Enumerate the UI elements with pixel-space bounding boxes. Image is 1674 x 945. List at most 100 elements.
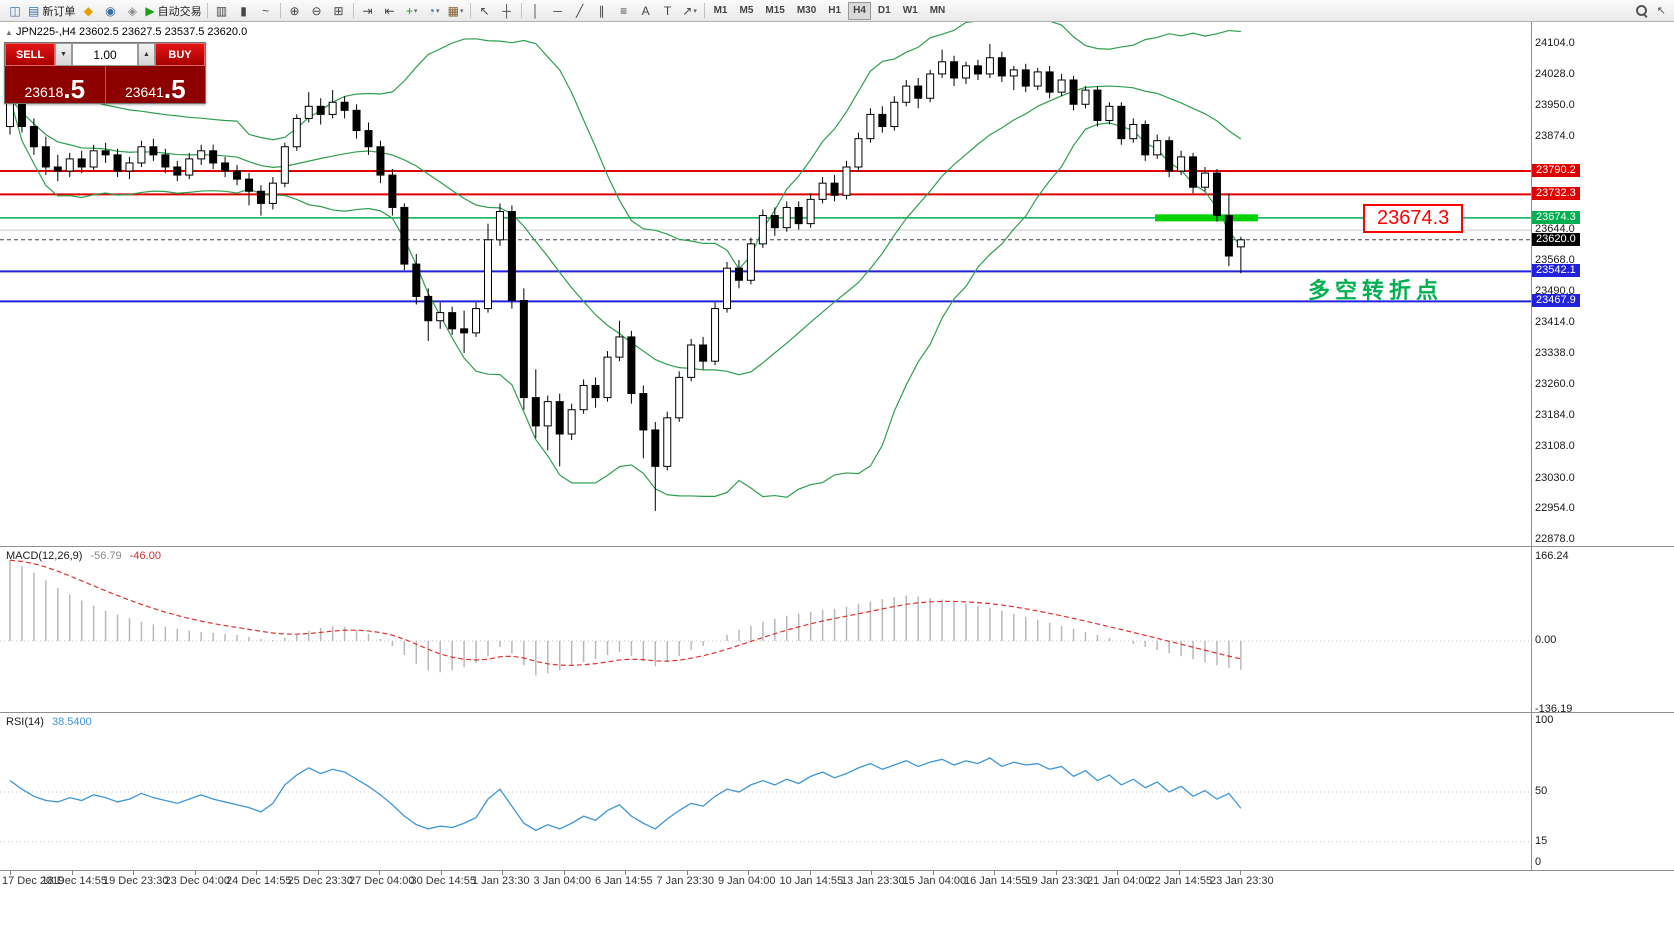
toolbar-separator [469,3,471,18]
volume-increase-button[interactable]: ▲ [138,43,155,66]
trendline-button[interactable]: ╱ [569,2,591,20]
time-axis-label: 9 Jan 04:00 [718,875,776,887]
price-axis-label: 23467.9 [1532,294,1580,308]
timeframe-m15[interactable]: M15 [765,5,785,16]
arrows-button[interactable]: ↗ ▾ [679,2,701,20]
time-axis-tick [994,871,995,875]
rsi-value: 38.5400 [51,716,92,728]
channel-icon: ∥ [598,3,605,18]
time-axis-tick [379,871,380,875]
bar-chart-button[interactable]: ▥ [211,2,233,20]
pane-separator[interactable] [0,546,1674,547]
time-axis-tick [502,871,503,875]
macd-axis-label: 0.00 [1535,634,1557,646]
time-axis-label: 21 Jan 04:00 [1087,875,1151,887]
periods-button[interactable]: ◔ ▾ [423,2,445,20]
timeframe-w1[interactable]: W1 [902,5,918,16]
chevron-down-icon: ▾ [413,7,418,15]
volume-decrease-button[interactable]: ▼ [55,43,72,66]
market-watch-button[interactable]: ◆ [77,2,99,20]
time-axis-tick [1117,871,1118,875]
timeframe-h1[interactable]: H1 [828,5,842,16]
auto-scroll-button[interactable]: ⇥ [357,2,379,20]
arrows-icon: ↗ [682,3,693,18]
chart-shift-button[interactable]: ⇤ [379,2,401,20]
templates-button[interactable]: ▦ ▾ [445,2,467,20]
pointer-icon[interactable]: ↖ [1656,5,1666,17]
price-axis-label: 23568.0 [1535,253,1575,266]
buy-price[interactable]: 23641 .5 [106,66,206,103]
collapse-chart-icon[interactable]: ▲ [5,28,13,37]
volume-input[interactable]: 1.00 [72,43,138,66]
sell-button[interactable]: SELL [5,43,55,66]
rsi-axis-label: 50 [1535,785,1548,797]
candlestick-chart-icon: ▮ [240,3,247,18]
text-button[interactable]: A [635,2,657,20]
time-axis-label: 6 Jan 14:55 [595,875,653,887]
cursor-button[interactable]: ↖ [474,2,496,20]
data-window-button[interactable]: ◉ [99,2,121,20]
autotrading-button-label: 自动交易 [157,5,202,18]
vertical-line-icon: │ [531,3,540,18]
price-axis-label: 23338.0 [1535,346,1575,359]
price-axis-label: 24028.0 [1535,67,1575,80]
bar-chart-icon: ▥ [215,3,228,18]
sell-price[interactable]: 23618 .5 [5,66,106,103]
macd-axis-label: 166.24 [1535,550,1569,563]
time-axis-tick [71,871,73,875]
time-axis-label: 25 Dec 23:30 [287,875,353,887]
vertical-line-button[interactable]: │ [525,2,547,20]
candlestick-chart-button[interactable]: ▮ [233,2,255,20]
rsi-axis-label: 15 [1535,834,1548,847]
timeframe-mn[interactable]: MN [929,5,946,16]
text-label-button[interactable]: T [657,2,679,20]
time-axis-tick [686,871,688,875]
time-axis-tick [625,871,626,875]
channel-button[interactable]: ∥ [591,2,613,20]
price-axis-label: 23030.0 [1535,471,1575,484]
fibonacci-button[interactable]: ≡ [613,2,635,20]
symbol-info: JPN225-,H4 23602.5 23627.5 23537.5 23620… [16,26,248,38]
timeframe-m1[interactable]: M1 [713,5,728,16]
zoom-in-button[interactable]: ⊕ [284,2,306,20]
horizontal-line-button[interactable]: ─ [547,2,569,20]
pane-separator[interactable] [0,712,1674,713]
price-axis-label: 23950.0 [1535,99,1575,112]
time-axis-tick [440,871,442,875]
buy-button[interactable]: BUY [155,43,205,66]
new-order-button[interactable]: ▤ 新订单 [26,2,77,20]
time-axis-tick [194,871,196,875]
toolbar-right-icons: ↖ [1635,4,1670,17]
timeframe-m5[interactable]: M5 [739,5,754,16]
timeframe-d1[interactable]: D1 [877,5,891,16]
crosshair-button[interactable]: ┼ [496,2,518,20]
rsi-indicator-canvas[interactable] [0,713,1531,870]
time-axis-tick [748,871,749,875]
autotrading-button[interactable]: ▶ 自动交易 [143,2,203,20]
new-chart-button[interactable]: ◫ [4,2,26,20]
zoom-in-icon: ⊕ [289,3,300,18]
timeframe-m30[interactable]: M30 [796,5,817,16]
price-axis-label: 23542.1 [1532,264,1580,278]
navigator-button[interactable]: ◈ [121,2,143,20]
tile-windows-button[interactable]: ⊞ [328,2,350,20]
indicators-button[interactable]: + ▾ [401,2,423,20]
chevron-down-icon: ▾ [435,7,440,15]
zoom-out-button[interactable]: ⊖ [306,2,328,20]
toolbar-separator [703,3,705,18]
time-axis-tick [871,871,872,875]
time-axis-label: 18 Dec 14:55 [41,875,107,887]
time-axis-label: 7 Jan 23:30 [656,875,715,887]
time-axis-tick [317,871,319,875]
auto-scroll-icon: ⇥ [362,3,373,18]
time-axis-label: 10 Jan 14:55 [779,875,844,887]
macd-indicator-canvas[interactable] [0,547,1531,712]
search-icon[interactable] [1635,4,1648,17]
rsi-axis-label: 100 [1535,714,1554,726]
line-chart-button[interactable]: ~ [255,2,277,20]
price-chart-canvas[interactable] [0,22,1531,546]
rsi-name: RSI(14) [6,716,44,728]
timeframe-h4[interactable]: H4 [848,1,871,20]
zoom-out-icon: ⊖ [311,3,322,18]
